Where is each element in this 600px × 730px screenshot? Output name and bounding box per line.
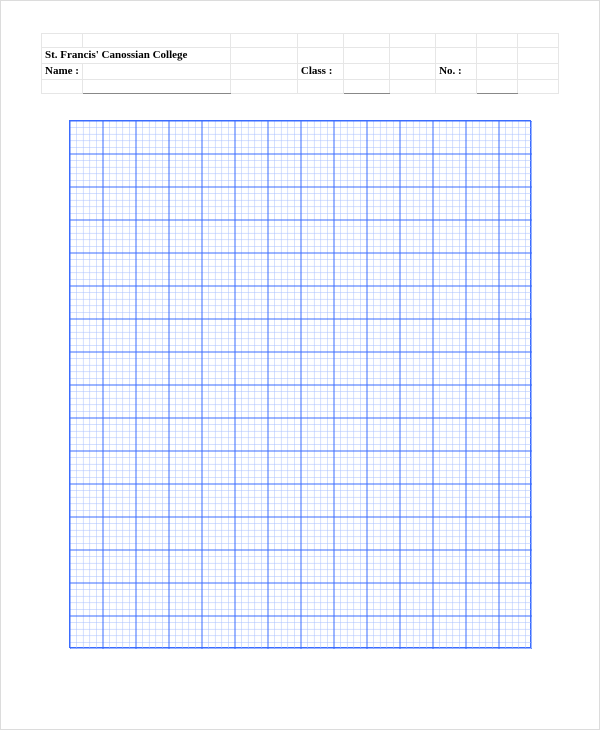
name-field[interactable]: [82, 80, 230, 94]
graph-container: [41, 120, 559, 648]
no-field[interactable]: [477, 80, 518, 94]
graph-grid-svg: [70, 121, 532, 649]
header-table: St. Francis' Canossian College Name : Cl…: [41, 33, 559, 94]
header-row-underlines: [42, 80, 559, 94]
header-row-fields: Name : Class : No. :: [42, 64, 559, 80]
worksheet-page: St. Francis' Canossian College Name : Cl…: [0, 0, 600, 730]
name-label: Name :: [42, 64, 83, 80]
graph-paper: [69, 120, 531, 648]
school-name: St. Francis' Canossian College: [42, 48, 231, 64]
class-field[interactable]: [343, 80, 389, 94]
header-row-blank: [42, 34, 559, 48]
class-label: Class :: [297, 64, 343, 80]
no-label: No. :: [436, 64, 477, 80]
header-row-school: St. Francis' Canossian College: [42, 48, 559, 64]
